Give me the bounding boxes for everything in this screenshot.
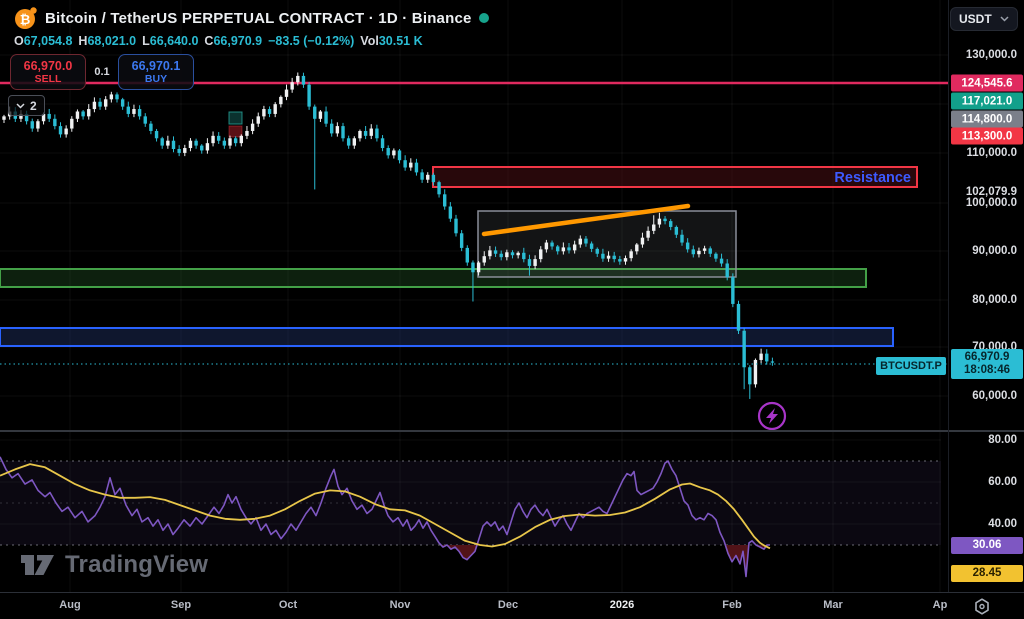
price-level-badge: 124,545.6: [951, 74, 1023, 92]
tradingview-logo-icon: [21, 555, 54, 575]
price-axis[interactable]: 130,000.0 110,000.0 102,079.9 100,000.0 90,0…: [948, 0, 1024, 592]
tradingview-watermark: TradingView: [20, 549, 208, 581]
mini-position-mark[interactable]: [228, 125, 243, 138]
main-price-chart[interactable]: Resistance: [0, 0, 1024, 432]
symbol-price-flag: BTCUSDT.P: [876, 357, 946, 375]
buy-price: 66,970.1: [131, 59, 181, 73]
time-axis-label: Aug: [59, 599, 81, 611]
watermark-text: TradingView: [65, 551, 209, 578]
svg-text:₿: ₿: [20, 12, 31, 27]
low-value: 66,640.0: [149, 34, 199, 48]
rsi-scale-label: 80.00: [988, 434, 1017, 446]
trade-widget: 66,970.0 SELL 0.1 66,970.1 BUY: [10, 54, 194, 90]
currency-selector[interactable]: USDT: [950, 7, 1018, 31]
rsi-indicator-panel[interactable]: [0, 432, 948, 592]
high-label: H: [78, 34, 88, 48]
resistance-label: Resistance: [834, 170, 911, 186]
lightning-trade-icon[interactable]: [757, 401, 787, 431]
price-level-badge: 117,021.0: [951, 92, 1023, 110]
collapsed-indicators-count: 2: [30, 98, 37, 113]
close-label: C: [204, 34, 214, 48]
panel-separator[interactable]: [0, 430, 1024, 432]
price-scale-label: 110,000.0: [966, 147, 1017, 159]
mini-position-mark[interactable]: [228, 111, 243, 125]
time-axis-label: Oct: [278, 599, 298, 611]
timezone-settings-gear-icon[interactable]: [972, 597, 992, 617]
green-support-band[interactable]: [0, 268, 867, 288]
open-value: 67,054.8: [23, 34, 73, 48]
rsi-value-badge: 30.06: [951, 536, 1023, 554]
chevron-down-icon: [16, 102, 25, 109]
price-level-badge: 113,300.0: [951, 127, 1023, 145]
price-scale-label: 80,000.0: [972, 294, 1017, 306]
chevron-down-icon: [1000, 16, 1009, 22]
consolidation-box[interactable]: [477, 210, 737, 278]
price-scale-label: 100,000.0: [965, 197, 1017, 209]
resistance-box[interactable]: Resistance: [432, 166, 918, 188]
current-price-value: 66,970.9: [964, 351, 1010, 363]
change-value: −83.5 (−0.12%): [268, 34, 355, 48]
time-axis-label: Dec: [497, 599, 519, 611]
collapsed-indicators-toggle[interactable]: 2: [8, 95, 45, 116]
rsi-ma-line: [0, 463, 771, 550]
price-scale-label: 90,000.0: [972, 245, 1017, 257]
price-scale-label: 130,000.0: [965, 49, 1017, 61]
volume-value: 30.51 K: [378, 34, 423, 48]
close-value: 66,970.9: [213, 34, 263, 48]
rsi-value-badge: 28.45: [951, 564, 1023, 582]
ohlc-row: O67,054.8 H68,021.0 L66,640.0 C66,970.9 …: [14, 34, 489, 48]
symbol-title-row[interactable]: ₿ Bitcoin / TetherUS PERPETUAL CONTRACT …: [14, 6, 489, 30]
candlesticks: [2, 72, 775, 399]
time-axis-label: 2026: [609, 599, 635, 611]
blue-support-band[interactable]: [0, 327, 894, 347]
buy-label: BUY: [144, 73, 168, 85]
price-scale-label: 60,000.0: [972, 390, 1017, 402]
market-status-dot: [478, 13, 489, 23]
time-axis-label: Ap: [932, 599, 948, 611]
rsi-scale-label: 40.00: [988, 518, 1017, 530]
time-axis-label: Feb: [722, 599, 742, 611]
symbol-title[interactable]: Bitcoin / TetherUS PERPETUAL CONTRACT · …: [45, 9, 472, 27]
spread-value: 0.1: [94, 66, 110, 78]
bar-countdown: 18:08:46: [963, 364, 1011, 376]
time-axis-label: Nov: [389, 599, 411, 611]
rsi-band-fill: [0, 461, 941, 545]
price-scale-label: 102,079.9: [965, 186, 1017, 198]
sell-label: SELL: [34, 73, 62, 85]
current-price-badge: 66,970.9 18:08:46: [951, 349, 1023, 379]
trendline-drawing[interactable]: [481, 203, 691, 237]
bitcoin-icon: ₿: [15, 7, 37, 29]
rsi-scale-label: 60.00: [988, 476, 1017, 488]
sub-gridlines: [0, 432, 941, 592]
open-label: O: [14, 34, 24, 48]
high-value: 68,021.0: [87, 34, 137, 48]
chart-legend: ₿ Bitcoin / TetherUS PERPETUAL CONTRACT …: [14, 6, 489, 48]
main-gridlines: [0, 0, 948, 432]
price-level-badge: 114,800.0: [951, 110, 1023, 128]
buy-button[interactable]: 66,970.1 BUY: [118, 54, 194, 90]
currency-label: USDT: [959, 12, 992, 26]
time-axis-label: Sep: [170, 599, 192, 611]
sell-price: 66,970.0: [23, 59, 73, 73]
time-axis[interactable]: Aug Sep Oct Nov Dec 2026 Feb Mar Ap: [0, 592, 1024, 619]
low-label: L: [142, 34, 150, 48]
rsi-line: [0, 456, 771, 578]
volume-label: Vol: [360, 34, 379, 48]
time-axis-label: Mar: [823, 599, 843, 611]
sell-button[interactable]: 66,970.0 SELL: [10, 54, 86, 90]
